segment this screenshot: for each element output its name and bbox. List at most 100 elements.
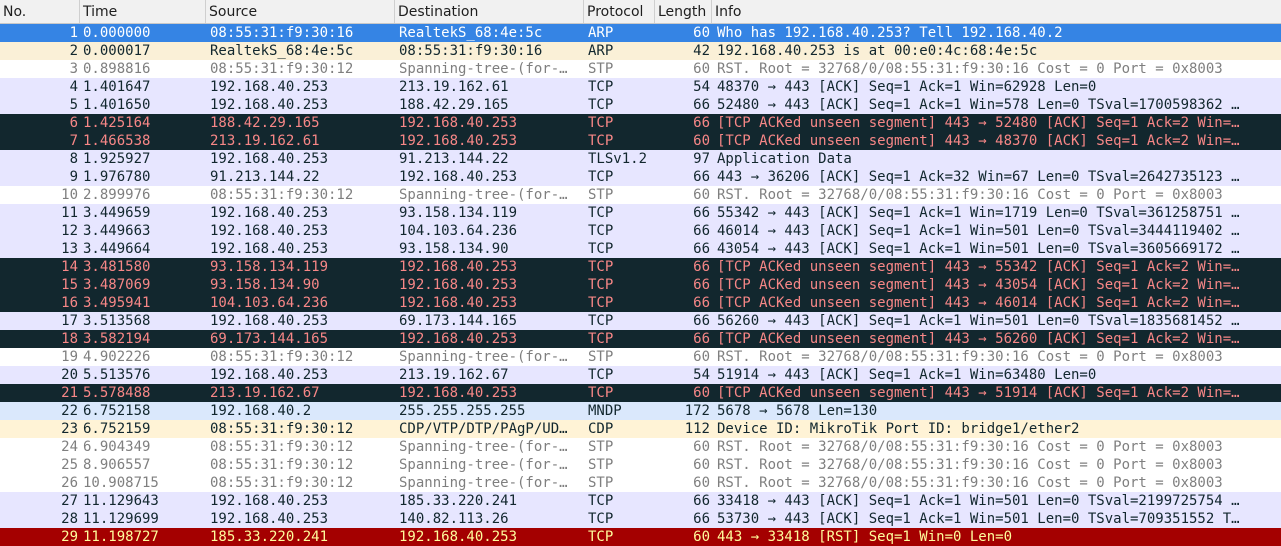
- packet-list[interactable]: 1 0.000000 08:55:31:f9:30:16 RealtekS_68:4e…: [0, 24, 1281, 546]
- packet-protocol: MNDP: [588, 403, 622, 419]
- packet-destination: 192.168.40.253: [399, 331, 518, 347]
- packet-time: 6.904349: [83, 439, 151, 455]
- packet-time: 6.752158: [83, 403, 151, 419]
- packet-protocol: CDP: [588, 421, 614, 437]
- packet-row[interactable]: 6 1.425164 188.42.29.165 192.168.40.253 TCP 6…: [0, 114, 1281, 132]
- packet-no: 13: [61, 241, 78, 257]
- packet-info: 56260 → 443 [ACK] Seq=1 Ack=1 Win=501 Le…: [717, 313, 1240, 329]
- packet-row[interactable]: 18 3.582194 69.173.144.165 192.168.40.253 TC…: [0, 330, 1281, 348]
- packet-row[interactable]: 27 11.129643 192.168.40.253 185.33.220.241 T…: [0, 492, 1281, 510]
- packet-row[interactable]: 21 5.578488 213.19.162.67 192.168.40.253 TCP…: [0, 384, 1281, 402]
- packet-no: 16: [61, 295, 78, 311]
- packet-row[interactable]: 26 10.908715 08:55:31:f9:30:12 Spanning-tre…: [0, 474, 1281, 492]
- packet-length: 66: [693, 511, 710, 527]
- packet-row[interactable]: 19 4.902226 08:55:31:f9:30:12 Spanning-tree…: [0, 348, 1281, 366]
- column-header-time[interactable]: Time: [80, 0, 206, 23]
- packet-row[interactable]: 17 3.513568 192.168.40.253 69.173.144.165 TC…: [0, 312, 1281, 330]
- packet-destination: RealtekS_68:4e:5c: [399, 25, 543, 41]
- column-header-no[interactable]: No.: [0, 0, 80, 23]
- packet-destination: Spanning-tree-(for-…: [399, 61, 568, 77]
- packet-destination: 192.168.40.253: [399, 277, 518, 293]
- packet-info: RST. Root = 32768/0/08:55:31:f9:30:16 Co…: [717, 187, 1223, 203]
- packet-destination: 93.158.134.90: [399, 241, 509, 257]
- packet-length: 66: [693, 169, 710, 185]
- packet-info: 33418 → 443 [ACK] Seq=1 Ack=1 Win=501 Le…: [717, 493, 1240, 509]
- packet-row[interactable]: 15 3.487069 93.158.134.90 192.168.40.253 TCP…: [0, 276, 1281, 294]
- packet-row[interactable]: 10 2.899976 08:55:31:f9:30:12 Spanning-tree…: [0, 186, 1281, 204]
- packet-source: 188.42.29.165: [210, 115, 320, 131]
- packet-no: 29: [61, 529, 78, 545]
- column-header-protocol[interactable]: Protocol: [584, 0, 655, 23]
- packet-length: 66: [693, 277, 710, 293]
- packet-source: 69.173.144.165: [210, 331, 329, 347]
- packet-row[interactable]: 20 5.513576 192.168.40.253 213.19.162.67 TCP…: [0, 366, 1281, 384]
- packet-protocol: TCP: [588, 79, 614, 95]
- column-header-length[interactable]: Length: [655, 0, 712, 23]
- packet-no: 22: [61, 403, 78, 419]
- packet-destination: 192.168.40.253: [399, 385, 518, 401]
- packet-source: 192.168.40.2: [210, 403, 312, 419]
- packet-destination: 255.255.255.255: [399, 403, 526, 419]
- packet-info: RST. Root = 32768/0/08:55:31:f9:30:16 Co…: [717, 475, 1223, 491]
- packet-destination: Spanning-tree-(for-…: [399, 187, 568, 203]
- packet-row[interactable]: 5 1.401650 192.168.40.253 188.42.29.165 TCP 6…: [0, 96, 1281, 114]
- packet-length: 112: [684, 421, 710, 437]
- packet-destination: CDP/VTP/DTP/PAgP/UD…: [399, 421, 568, 437]
- packet-protocol: TCP: [588, 529, 614, 545]
- packet-row[interactable]: 7 1.466538 213.19.162.61 192.168.40.253 TCP 6…: [0, 132, 1281, 150]
- packet-row[interactable]: 29 11.198727 185.33.220.241 192.168.40.253 T…: [0, 528, 1281, 546]
- packet-length: 60: [693, 25, 710, 41]
- packet-destination: 192.168.40.253: [399, 169, 518, 185]
- packet-row[interactable]: 4 1.401647 192.168.40.253 213.19.162.61 TCP 5…: [0, 78, 1281, 96]
- packet-row[interactable]: 28 11.129699 192.168.40.253 140.82.113.26 TC…: [0, 510, 1281, 528]
- packet-no: 3: [69, 61, 78, 77]
- packet-time: 1.466538: [83, 133, 151, 149]
- packet-no: 25: [61, 457, 78, 473]
- packet-row[interactable]: 13 3.449664 192.168.40.253 93.158.134.90 TCP…: [0, 240, 1281, 258]
- packet-info: 46014 → 443 [ACK] Seq=1 Ack=1 Win=501 Le…: [717, 223, 1240, 239]
- packet-row[interactable]: 22 6.752158 192.168.40.2 255.255.255.255 MND…: [0, 402, 1281, 420]
- packet-info: 55342 → 443 [ACK] Seq=1 Ack=1 Win=1719 L…: [717, 205, 1240, 221]
- packet-destination: 93.158.134.119: [399, 205, 518, 221]
- packet-protocol: TCP: [588, 169, 614, 185]
- packet-no: 15: [61, 277, 78, 293]
- packet-destination: 140.82.113.26: [399, 511, 509, 527]
- packet-row[interactable]: 23 6.752159 08:55:31:f9:30:12 CDP/VTP/DTP/P…: [0, 420, 1281, 438]
- packet-row[interactable]: 11 3.449659 192.168.40.253 93.158.134.119 TC…: [0, 204, 1281, 222]
- packet-time: 3.449664: [83, 241, 151, 257]
- packet-row[interactable]: 12 3.449663 192.168.40.253 104.103.64.236 TC…: [0, 222, 1281, 240]
- packet-source: 08:55:31:f9:30:12: [210, 421, 354, 437]
- packet-source: 08:55:31:f9:30:12: [210, 349, 354, 365]
- packet-length: 60: [693, 385, 710, 401]
- packet-protocol: TCP: [588, 367, 614, 383]
- packet-length: 66: [693, 493, 710, 509]
- packet-protocol: TCP: [588, 115, 614, 131]
- packet-info: RST. Root = 32768/0/08:55:31:f9:30:16 Co…: [717, 457, 1223, 473]
- packet-row[interactable]: 16 3.495941 104.103.64.236 192.168.40.253 TC…: [0, 294, 1281, 312]
- column-header-destination[interactable]: Destination: [395, 0, 584, 23]
- packet-row[interactable]: 14 3.481580 93.158.134.119 192.168.40.253 TC…: [0, 258, 1281, 276]
- packet-time: 11.129643: [83, 493, 159, 509]
- packet-source: 192.168.40.253: [210, 511, 329, 527]
- column-header-source[interactable]: Source: [206, 0, 395, 23]
- packet-info: RST. Root = 32768/0/08:55:31:f9:30:16 Co…: [717, 439, 1223, 455]
- packet-row[interactable]: 3 0.898816 08:55:31:f9:30:12 Spanning-tree-…: [0, 60, 1281, 78]
- packet-destination: 192.168.40.253: [399, 133, 518, 149]
- packet-time: 3.487069: [83, 277, 151, 293]
- packet-row[interactable]: 9 1.976780 91.213.144.22 192.168.40.253 TCP 6…: [0, 168, 1281, 186]
- packet-row[interactable]: 8 1.925927 192.168.40.253 91.213.144.22 TLSv…: [0, 150, 1281, 168]
- packet-protocol: STP: [588, 439, 614, 455]
- packet-no: 2: [69, 43, 78, 59]
- column-header-info[interactable]: Info: [715, 4, 742, 20]
- packet-protocol: TLSv1.2: [588, 151, 648, 167]
- packet-length: 54: [693, 367, 710, 383]
- packet-row[interactable]: 1 0.000000 08:55:31:f9:30:16 RealtekS_68:4e…: [0, 24, 1281, 42]
- packet-row[interactable]: 2 0.000017 RealtekS_68:4e:5c 08:55:31:f9:30…: [0, 42, 1281, 60]
- packet-no: 24: [61, 439, 78, 455]
- packet-length: 66: [693, 97, 710, 113]
- packet-protocol: STP: [588, 187, 614, 203]
- packet-row[interactable]: 25 8.906557 08:55:31:f9:30:12 Spanning-tree…: [0, 456, 1281, 474]
- packet-length: 60: [693, 61, 710, 77]
- packet-row[interactable]: 24 6.904349 08:55:31:f9:30:12 Spanning-tree…: [0, 438, 1281, 456]
- packet-no: 8: [69, 151, 78, 167]
